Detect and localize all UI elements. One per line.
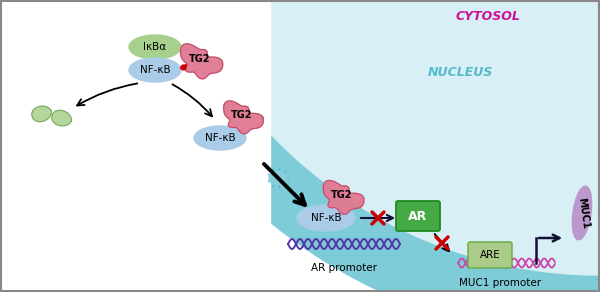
Ellipse shape (129, 35, 181, 59)
Polygon shape (32, 106, 52, 122)
Text: CYTOSOL: CYTOSOL (455, 10, 520, 22)
FancyBboxPatch shape (396, 201, 440, 231)
Ellipse shape (129, 58, 181, 82)
Text: NF-κB: NF-κB (205, 133, 235, 143)
Text: AR promoter: AR promoter (311, 263, 377, 273)
Text: TG2: TG2 (331, 190, 353, 200)
Polygon shape (224, 101, 263, 134)
Text: NF-κB: NF-κB (311, 213, 341, 223)
FancyBboxPatch shape (468, 242, 512, 268)
Circle shape (145, 0, 600, 275)
Text: IκBα: IκBα (143, 42, 167, 52)
Text: TG2: TG2 (189, 54, 211, 64)
Circle shape (80, 0, 600, 292)
Bar (0, 0, 270, 292)
Ellipse shape (297, 205, 355, 231)
Text: NF-κB: NF-κB (140, 65, 170, 75)
Text: MUC1: MUC1 (576, 197, 590, 229)
Polygon shape (52, 110, 71, 126)
Text: NUCLEUS: NUCLEUS (427, 65, 493, 79)
Text: TG2: TG2 (231, 110, 253, 120)
Ellipse shape (269, 171, 287, 185)
Ellipse shape (194, 126, 246, 150)
Text: ARE: ARE (479, 250, 500, 260)
Text: MUC1 promoter: MUC1 promoter (459, 278, 541, 288)
Polygon shape (323, 180, 364, 214)
Polygon shape (181, 44, 223, 79)
Text: AR: AR (409, 209, 428, 223)
Ellipse shape (572, 186, 592, 240)
